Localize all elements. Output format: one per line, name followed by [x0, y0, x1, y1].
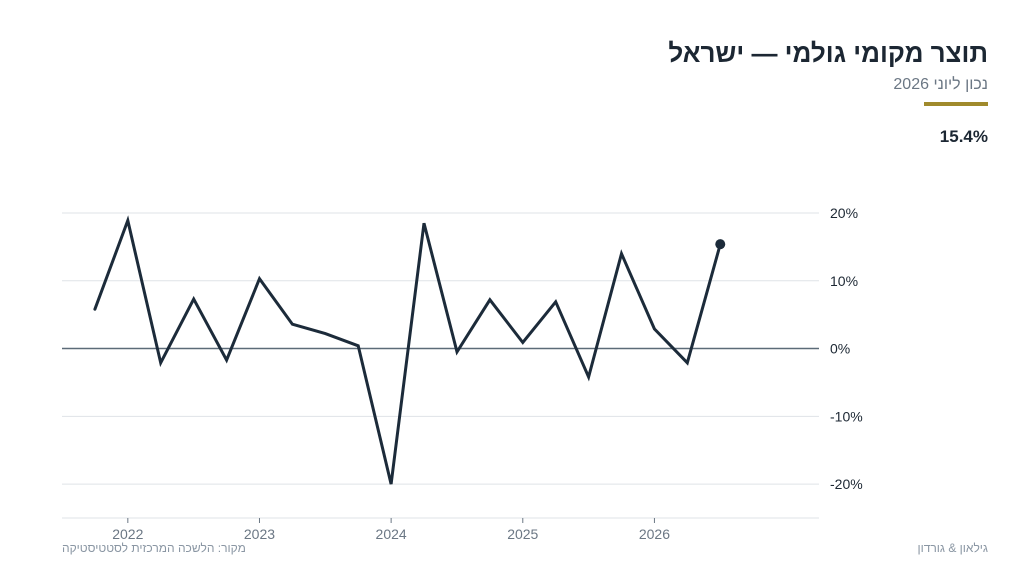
chart-title: תוצר מקומי גולמי — ישראל [668, 38, 988, 68]
latest-value: 15.4% [939, 127, 988, 146]
series-line-layer [93, 215, 726, 485]
y-tick-label: -10% [830, 408, 863, 424]
x-tick-label: 2024 [376, 526, 407, 542]
source-note: מקור: הלשכה המרכזית לסטטיסטיקה [62, 541, 246, 555]
series-line [93, 215, 722, 485]
x-axis: 2022 2023 2024 2025 2026 [62, 517, 819, 542]
y-tick-label: 20% [830, 205, 858, 221]
brand-label: גילאון & גורדון [917, 541, 988, 555]
chart-subtitle: נכון ליוני 2026 [893, 76, 988, 93]
x-tick-label: 2022 [112, 526, 143, 542]
x-tick-label: 2025 [507, 526, 538, 542]
latest-point [715, 239, 726, 250]
grid-lines [62, 212, 819, 485]
y-tick-label: 0% [830, 341, 850, 357]
y-tick-label: 10% [830, 273, 858, 289]
y-tick-labels: 20% 10% 0% -10% -20% [830, 205, 863, 492]
x-tick-label: 2023 [244, 526, 275, 542]
x-tick-label: 2026 [639, 526, 670, 542]
accent-rule [924, 102, 988, 106]
y-tick-label: -20% [830, 476, 863, 492]
